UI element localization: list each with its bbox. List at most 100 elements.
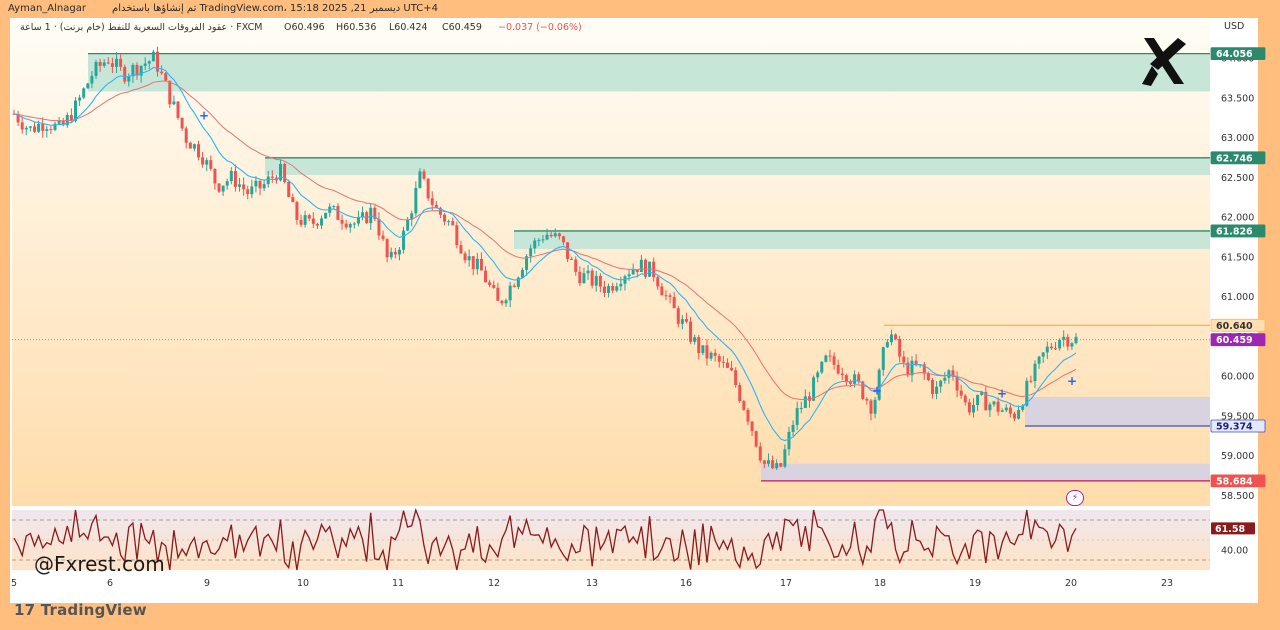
rsi-line	[13, 507, 1077, 571]
candle-body	[229, 170, 233, 182]
candle-body	[24, 127, 28, 130]
candle-body	[172, 101, 176, 105]
candle-body	[164, 73, 168, 81]
candle-body	[529, 248, 533, 257]
price-tag-label: 59.374	[1216, 421, 1253, 432]
price-tag-label: 61.826	[1216, 226, 1253, 237]
candle-body	[607, 286, 611, 293]
top-bar: Ayman_Alnagar تم إنشاؤها باستخدام Tradin…	[0, 0, 1280, 18]
candle-body	[344, 223, 348, 228]
candle-body	[201, 157, 205, 165]
crosshair-marker: +	[199, 108, 209, 122]
candle-body	[242, 184, 246, 190]
candle-body	[61, 120, 65, 126]
candle-body	[381, 235, 385, 240]
price-tag-label: 58.684	[1216, 476, 1253, 487]
candle-body	[926, 373, 930, 381]
candle-body	[1045, 346, 1049, 353]
candle-body	[192, 144, 196, 149]
candle-body	[69, 115, 73, 121]
open-value: O60.496	[284, 22, 325, 33]
candle-body	[160, 71, 164, 74]
candle-body	[131, 64, 135, 77]
candle-body	[447, 221, 451, 223]
candle-body	[988, 404, 992, 411]
candle-body	[828, 355, 832, 357]
candle-body	[115, 58, 119, 67]
zone-resistance-1	[265, 157, 1210, 175]
candle-body	[1053, 348, 1057, 350]
candle-body	[233, 170, 237, 187]
candle-body	[28, 126, 32, 128]
candle-body	[1049, 346, 1053, 349]
candle-body	[930, 380, 934, 394]
x-tick-label: 11	[392, 578, 404, 589]
price-tag-high	[1210, 318, 1266, 332]
flash-icon[interactable]: ⚡	[1066, 490, 1084, 506]
candle-body	[311, 218, 315, 224]
ema-slow-line	[13, 80, 1077, 401]
candle-body	[484, 270, 488, 283]
candle-body	[147, 61, 151, 64]
candle-body	[332, 205, 336, 207]
candle-body	[20, 122, 24, 130]
candle-body	[656, 277, 660, 287]
zone-resistance-0	[88, 53, 1210, 92]
candle-body	[643, 259, 647, 277]
candle-body	[1074, 336, 1078, 344]
candle-body	[857, 374, 861, 382]
symbol-description: عقود الفروقات السعرية للنفط (خام برنت) ·…	[20, 22, 262, 33]
candle-body	[1017, 409, 1021, 419]
candle-body	[508, 285, 512, 301]
candle-body	[315, 223, 319, 226]
y-tick-label: 59.000	[1221, 451, 1254, 462]
candle-body	[684, 319, 688, 322]
candle-body	[307, 215, 311, 219]
candle-body	[582, 273, 586, 284]
candle-body	[980, 392, 984, 395]
candle-body	[455, 225, 459, 246]
candle-body	[246, 189, 250, 195]
candle-body	[795, 408, 799, 425]
candle-body	[631, 269, 635, 275]
price-tag-current	[1210, 333, 1266, 347]
x-tick-label: 16	[680, 578, 692, 589]
y-tick-label: 58.500	[1221, 491, 1254, 502]
candle-body	[373, 207, 377, 219]
candle-body	[734, 370, 738, 386]
rsi-layer: 40.00 61.58	[12, 507, 1255, 571]
candle-body	[123, 66, 127, 82]
candle-body	[906, 362, 910, 376]
candle-body	[352, 223, 356, 225]
candle-body	[279, 163, 283, 181]
candle-body	[619, 283, 623, 287]
candle-body	[910, 360, 914, 376]
currency-label[interactable]: USD	[1224, 21, 1245, 32]
candle-body	[959, 390, 963, 396]
candle-body	[90, 75, 94, 84]
candle-body	[762, 460, 766, 464]
y-tick-label: 62.500	[1221, 173, 1254, 184]
tradingview-logo: 𝟭𝟳 TradingView	[14, 601, 147, 619]
y-tick-label: 61.000	[1221, 292, 1254, 303]
candle-body	[672, 296, 676, 309]
price-tag-label: 60.640	[1216, 321, 1253, 332]
candle-body	[976, 394, 980, 406]
candle-body	[742, 401, 746, 410]
candle-body	[721, 361, 725, 363]
y-tick-label: 59.500	[1221, 411, 1254, 422]
y-tick-label: 63.000	[1221, 133, 1254, 144]
candle-body	[840, 373, 844, 376]
price-pane	[12, 20, 1210, 506]
candle-body	[549, 234, 553, 237]
candle-body	[885, 342, 889, 348]
candle-body	[188, 142, 192, 149]
candle-body	[41, 124, 45, 131]
candle-body	[996, 401, 1000, 412]
candle-body	[533, 240, 537, 249]
crosshair-marker: +	[872, 384, 882, 398]
candle-body	[1008, 407, 1012, 414]
candle-body	[709, 352, 713, 359]
candle-body	[348, 224, 352, 228]
